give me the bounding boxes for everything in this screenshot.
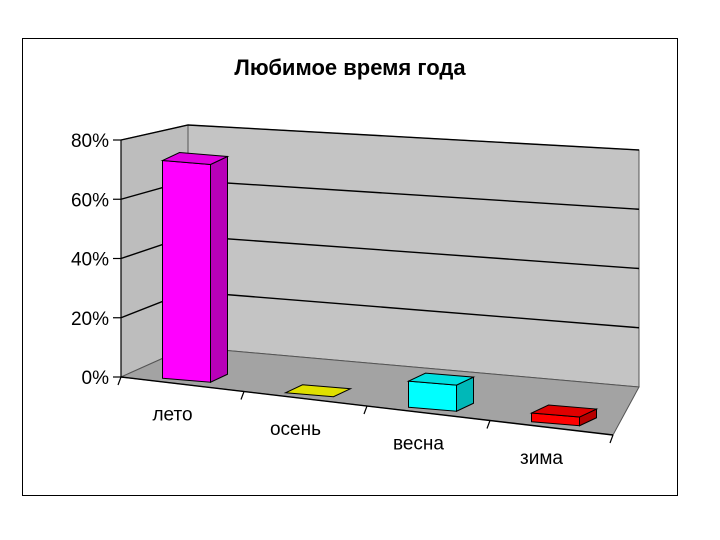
- x-axis: [120, 376, 614, 436]
- x-tick-label: лето: [152, 404, 192, 425]
- back-wall: [187, 124, 640, 388]
- bar-top: [160, 151, 230, 166]
- gridline: [120, 124, 640, 151]
- chart-frame: Любимое время года 0% 20% 40% 60% 80% лето осе…: [22, 38, 678, 496]
- x-tick-label: осень: [270, 419, 321, 440]
- y-tick-label: 80%: [71, 131, 109, 152]
- y-tick-label: 40%: [71, 250, 109, 271]
- y-tick-label: 20%: [71, 309, 109, 330]
- x-tick: [240, 391, 245, 400]
- x-tick: [363, 405, 368, 415]
- x-tick: [486, 420, 491, 429]
- x-tick-label: весна: [393, 433, 444, 454]
- plot-area: 0% 20% 40% 60% 80% лето осень весна зима: [71, 124, 640, 469]
- bar-top: [529, 404, 599, 418]
- bar-top: [283, 384, 353, 398]
- bar: [408, 380, 457, 412]
- y-tick-label: 60%: [71, 190, 109, 211]
- y-tick-label: 0%: [82, 368, 110, 389]
- x-tick-label: зима: [520, 448, 563, 469]
- bar: [162, 159, 211, 383]
- x-tick: [609, 434, 614, 444]
- chart-title: Любимое время года: [234, 55, 466, 80]
- bar-top: [406, 372, 476, 386]
- bar-side: [210, 155, 228, 384]
- x-tick: [117, 376, 122, 386]
